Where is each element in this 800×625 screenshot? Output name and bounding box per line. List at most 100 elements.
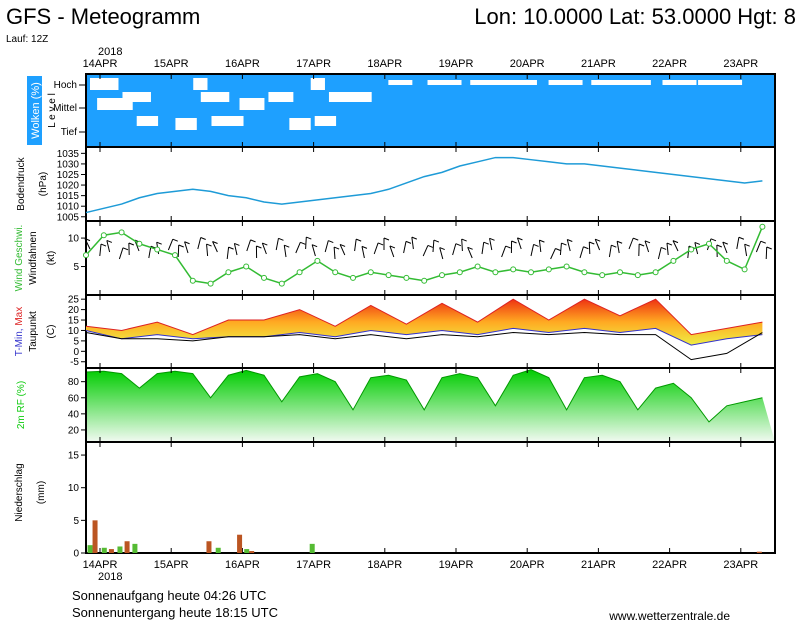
wind-barb xyxy=(311,244,316,257)
wind-barb xyxy=(305,237,307,250)
y-tick-label: 1035 xyxy=(57,149,80,160)
axis-label: Wind Geschwi. xyxy=(14,225,25,292)
date-label: 16APR xyxy=(225,559,260,571)
wind-speed-point xyxy=(759,223,766,230)
axis-label: (hPa) xyxy=(38,172,49,196)
wind-speed-point xyxy=(367,269,374,276)
cloud-level-label: Mittel xyxy=(53,103,77,114)
date-label: 18APR xyxy=(367,58,402,70)
wind-barb xyxy=(559,243,562,256)
wind-barb xyxy=(633,237,639,241)
temperature-band xyxy=(86,299,763,346)
axis-label: Windfahnen xyxy=(28,231,39,284)
clear-gap xyxy=(328,92,372,102)
precip-bar xyxy=(215,547,221,553)
axis-label: (C) xyxy=(46,325,57,339)
date-label: 22APR xyxy=(652,559,687,571)
wind-barb xyxy=(616,240,623,244)
wind-speed-point xyxy=(100,232,107,239)
wind-barb xyxy=(583,246,589,250)
wind-barb xyxy=(660,247,667,250)
wind-barb xyxy=(361,245,368,249)
clear-gap xyxy=(662,80,697,85)
precip-bar xyxy=(132,543,138,553)
wind-barb xyxy=(389,245,396,249)
wind-barb xyxy=(716,244,723,248)
axis-label: (kt) xyxy=(46,251,57,265)
wind-barb xyxy=(461,238,467,242)
wind-barb xyxy=(511,240,517,244)
clear-gap xyxy=(314,116,337,126)
year-label-bottom: 2018 xyxy=(98,571,122,583)
temp-axis-label: T-Min, Max xyxy=(14,307,25,356)
wind-barb xyxy=(118,247,124,260)
wind-barb xyxy=(422,245,429,257)
wind-barb xyxy=(744,243,750,247)
wind-barb xyxy=(481,242,485,255)
wind-barb xyxy=(206,244,209,257)
wind-panel: 5 10 Wind Geschwi. Windfahnen (kt) xyxy=(14,220,776,296)
chart-title: GFS - Meteogramm xyxy=(6,4,200,29)
humidity-panel: 20 40 60 80 2m RF (%) xyxy=(16,367,776,443)
tmax-line xyxy=(85,298,763,336)
wind-speed-point xyxy=(403,274,410,281)
wind-barb xyxy=(172,238,178,242)
wind-barb xyxy=(246,239,252,252)
wind-barb xyxy=(530,244,535,257)
precip-bar xyxy=(309,543,315,553)
wind-barb xyxy=(427,244,434,248)
wind-barb xyxy=(550,248,556,260)
wind-barb xyxy=(517,237,523,241)
wind-speed-point xyxy=(172,252,178,259)
wind-barb xyxy=(738,236,745,240)
clear-gap xyxy=(200,92,230,102)
wind-barb xyxy=(694,242,701,245)
wind-speed-point xyxy=(225,269,232,276)
wind-barb xyxy=(177,244,180,258)
clear-gap xyxy=(591,80,636,85)
y-tick-label: 0 xyxy=(73,347,79,358)
wind-speed-point xyxy=(350,274,356,281)
wind-barb xyxy=(672,240,679,252)
cloud-label-bg xyxy=(27,76,42,145)
wind-barb xyxy=(354,239,357,252)
wind-barb xyxy=(306,236,312,240)
clear-gap xyxy=(268,92,294,102)
wind-speed-point xyxy=(261,274,267,281)
wind-barb xyxy=(516,237,522,250)
wind-barb xyxy=(755,241,762,253)
wind-barb xyxy=(84,238,91,250)
clear-gap xyxy=(193,78,208,90)
y-tick-label: 5 xyxy=(73,262,79,273)
wind-barb xyxy=(389,245,395,258)
clear-gap xyxy=(310,78,325,90)
wind-barb xyxy=(184,241,190,245)
model-run: Lauf: 12Z xyxy=(6,34,48,45)
date-label: 23APR xyxy=(723,559,758,571)
wind-speed-point xyxy=(314,257,321,264)
wind-barb xyxy=(736,237,740,250)
date-label: 21APR xyxy=(581,58,616,70)
website-link[interactable]: www.wetterzentrale.de xyxy=(608,609,730,623)
clear-gap xyxy=(97,98,133,110)
wind-barb xyxy=(611,244,617,248)
wind-barb xyxy=(439,247,444,260)
date-label: 14APR xyxy=(83,58,118,70)
wind-barb xyxy=(261,242,267,255)
wind-speed-point xyxy=(439,272,445,279)
wind-barb xyxy=(432,240,435,253)
wind-barb xyxy=(100,243,107,247)
clear-gap xyxy=(388,80,413,85)
panel-frame xyxy=(85,146,776,222)
wind-barb xyxy=(148,246,152,259)
y-tick-label: 80 xyxy=(68,377,80,388)
y-tick-label: 10 xyxy=(68,483,80,494)
wind-barb xyxy=(489,237,495,241)
date-label: 19APR xyxy=(439,58,474,70)
humidity-area xyxy=(86,369,775,442)
wind-speed-point xyxy=(492,269,499,276)
date-label: 20APR xyxy=(510,559,545,571)
wind-barb xyxy=(411,237,414,250)
precip-bar xyxy=(87,545,93,553)
